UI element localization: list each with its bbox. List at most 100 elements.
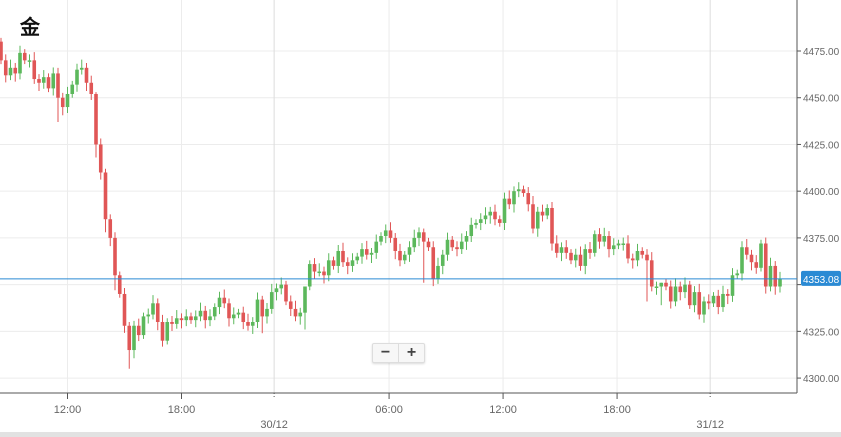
candle-body (22, 52, 27, 61)
candle-body (46, 77, 51, 89)
y-tick-label: 4325.00 (803, 327, 840, 338)
zoom-in-button[interactable]: + (398, 344, 424, 362)
candle-body (526, 193, 531, 205)
candle-body (388, 230, 393, 238)
candle-body (170, 322, 174, 324)
candle-body (284, 284, 288, 302)
candle-body (630, 258, 635, 261)
candle-body (246, 322, 250, 326)
candle-body (236, 312, 241, 315)
candle-body (744, 247, 749, 255)
y-tick-label: 4450.00 (803, 94, 840, 105)
candle-body (241, 312, 246, 323)
candle-body (336, 250, 341, 266)
candle-body (716, 295, 721, 308)
candle-body (89, 82, 94, 94)
candle-body (683, 284, 687, 293)
candle-body (360, 249, 364, 257)
candle-body (141, 316, 146, 336)
candle-body (13, 67, 18, 74)
x-tick-label: 12:00 (489, 404, 517, 416)
candle-body (160, 322, 165, 341)
candle-body (8, 67, 13, 76)
zoom-out-button[interactable]: − (380, 344, 391, 361)
candle-body (692, 292, 697, 306)
y-tick-label: 4425.00 (803, 140, 840, 151)
candle-body (407, 247, 412, 255)
candle-body (668, 286, 673, 302)
candle-body (379, 236, 383, 242)
candle-body (502, 198, 507, 223)
candle-body (117, 275, 122, 294)
candle-body (18, 52, 22, 74)
candle-body (364, 249, 369, 255)
candle-body (298, 312, 303, 317)
candle-body (198, 310, 203, 317)
candle-body (56, 73, 60, 98)
candle-body (113, 237, 117, 276)
candle-body (649, 260, 654, 287)
candle-body (545, 207, 550, 216)
candle-body (616, 243, 621, 246)
candle-body (331, 260, 336, 266)
candle-body (678, 286, 683, 293)
zoom-controls: − + (372, 343, 425, 363)
candle-body (98, 144, 103, 173)
candle-body (569, 252, 573, 261)
candle-body (293, 308, 298, 317)
current-price-label: 4353.08 (803, 275, 840, 286)
candle-body (84, 67, 89, 83)
candle-body (483, 215, 488, 220)
x-tick-label: 30/12 (260, 419, 288, 431)
candle-body (103, 172, 108, 220)
bottom-scrollbar[interactable] (0, 432, 841, 437)
candle-body (621, 243, 626, 246)
candle-body (345, 262, 350, 266)
candle-body (702, 301, 706, 315)
candle-body (151, 303, 155, 315)
candle-body (174, 318, 179, 324)
candle-body (664, 282, 668, 287)
candle-body (550, 207, 554, 244)
candle-body (412, 237, 417, 248)
candle-body (711, 295, 716, 304)
candle-body (531, 204, 535, 229)
candle-body (749, 254, 754, 263)
candle-body (132, 325, 136, 351)
candle-body (440, 254, 445, 266)
candle-body (730, 275, 735, 296)
candle-body (725, 293, 730, 296)
candle-body (279, 284, 284, 289)
candle-body (455, 247, 459, 250)
candle-body (222, 297, 227, 304)
candle-body (265, 308, 269, 317)
candle-body (70, 84, 75, 94)
candle-body (146, 314, 151, 317)
candle-body (497, 219, 502, 223)
candle-body (687, 284, 692, 306)
candle-body (488, 211, 493, 216)
candle-body (535, 211, 540, 229)
candle-body (721, 293, 725, 308)
candle-body (512, 191, 516, 205)
candle-body (431, 247, 436, 280)
candle-body (426, 241, 431, 248)
candle-body (706, 301, 711, 304)
candle-body (540, 211, 545, 216)
candle-body (369, 252, 374, 255)
candle-body (402, 254, 407, 261)
candle-body (317, 271, 322, 274)
candle-body (450, 239, 455, 248)
candle-body (578, 254, 583, 266)
candle-body (0, 41, 3, 61)
candle-body (288, 301, 293, 309)
candle-body (421, 232, 426, 242)
candle-body (464, 236, 469, 242)
candle-body (478, 219, 483, 223)
candle-body (227, 303, 231, 319)
candle-body (383, 230, 388, 237)
candle-body (474, 222, 478, 225)
candle-body (626, 243, 630, 259)
